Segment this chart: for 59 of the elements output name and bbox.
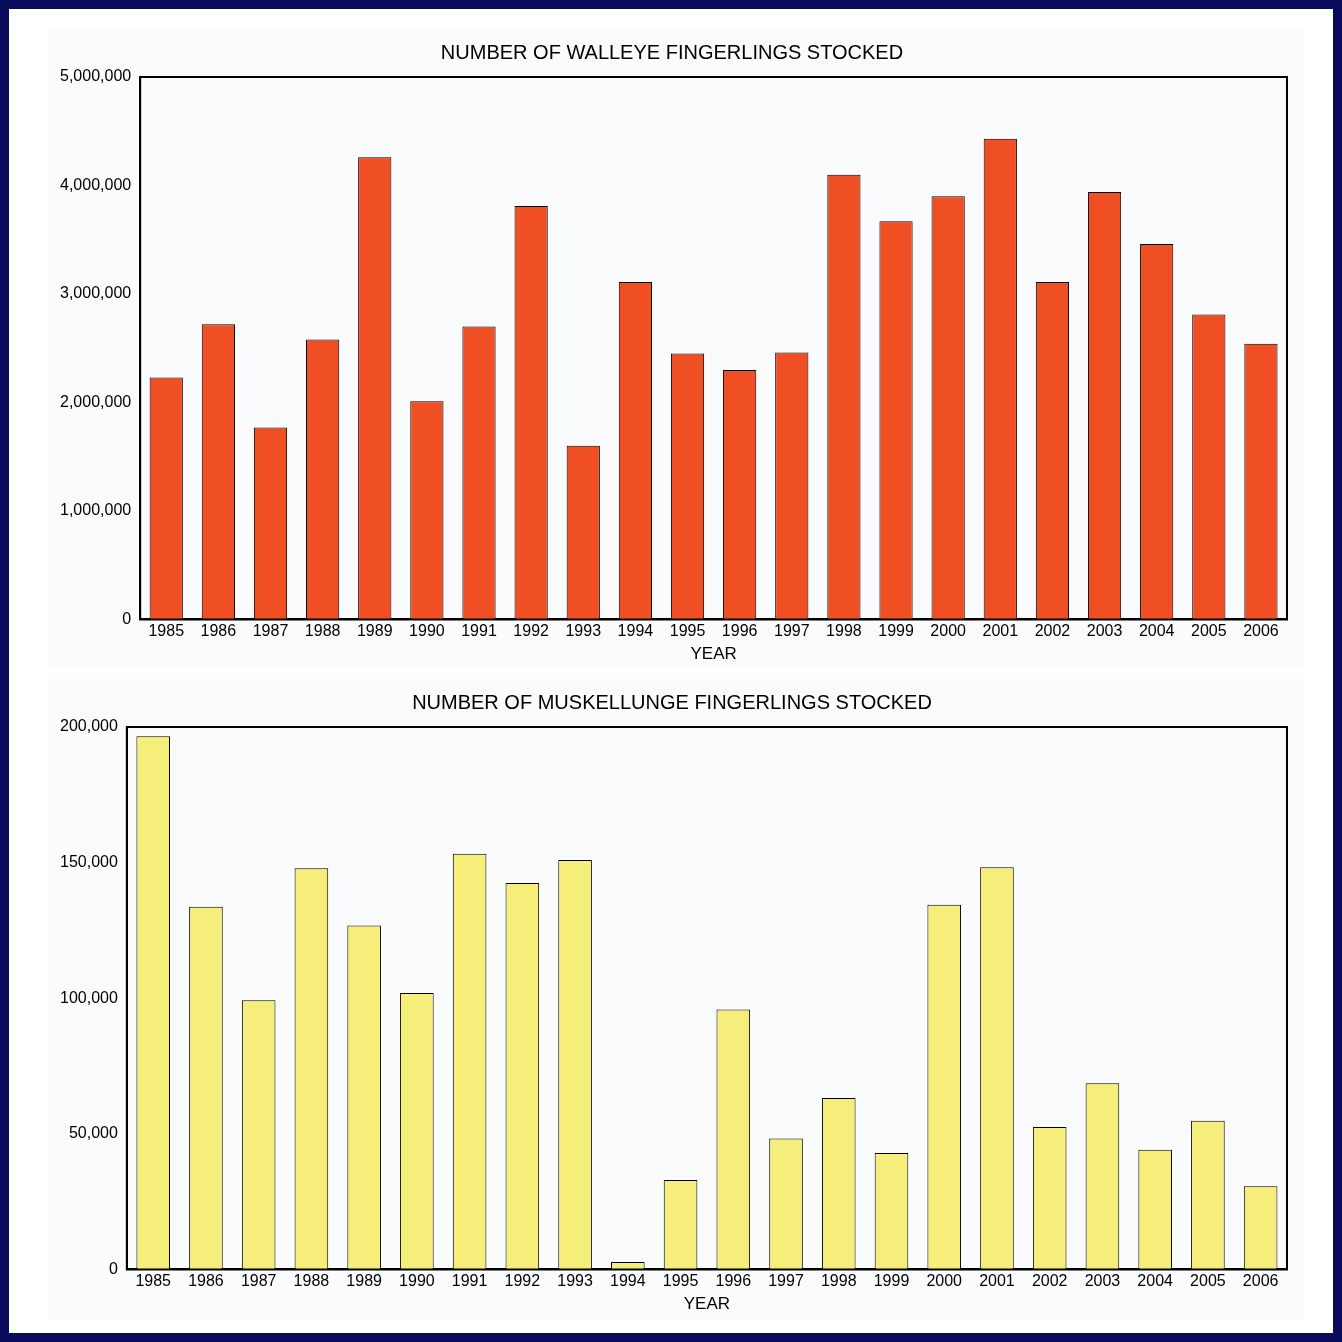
x-tick-label: 1994 xyxy=(617,622,654,640)
x-tick-label: 1989 xyxy=(356,622,393,640)
x-tick-label: 1990 xyxy=(399,1272,435,1290)
x-axis-title: YEAR xyxy=(683,1294,731,1314)
x-tick-label: 1992 xyxy=(513,622,550,640)
x-tick-label: 1985 xyxy=(135,1272,172,1290)
x-tick-label: 1995 xyxy=(662,1272,699,1290)
x-tick-label: 1991 xyxy=(451,1272,488,1290)
chart-title: NUMBER OF WALLEYE FINGERLINGS STOCKED xyxy=(440,40,904,63)
y-tick-label: 1,000,000 xyxy=(59,501,132,519)
x-tick-label: 2003 xyxy=(1086,622,1123,640)
y-tick-label: 50,000 xyxy=(68,1124,118,1142)
x-tick-label: 1987 xyxy=(252,622,289,640)
y-tick-label: 150,000 xyxy=(59,853,118,871)
x-tick-label: 2001 xyxy=(979,1272,1015,1290)
x-tick-label: 1998 xyxy=(826,622,862,640)
x-tick-label: 1987 xyxy=(240,1272,277,1290)
x-tick-label: 2005 xyxy=(1190,1272,1226,1290)
x-tick-label: 1989 xyxy=(346,1272,383,1290)
x-tick-label: 1999 xyxy=(873,1272,910,1290)
y-tick-label: 3,000,000 xyxy=(59,284,132,302)
x-axis-title: YEAR xyxy=(690,644,737,664)
x-tick-label: 1991 xyxy=(461,622,497,640)
y-tick-label: 0 xyxy=(122,609,132,627)
x-tick-label: 1993 xyxy=(557,1272,593,1290)
x-tick-label: 1985 xyxy=(148,622,185,640)
x-tick-label: 1986 xyxy=(188,1272,224,1290)
x-tick-label: 2006 xyxy=(1242,1272,1279,1290)
y-tick-label: 2,000,000 xyxy=(59,392,132,410)
x-tick-label: 1994 xyxy=(610,1272,646,1290)
x-tick-label: 1993 xyxy=(565,622,602,640)
chart-title: NUMBER OF MUSKELLUNGE FINGERLINGS STOCKED xyxy=(412,690,932,713)
x-tick-label: 2003 xyxy=(1084,1272,1121,1290)
x-tick-label: 1995 xyxy=(669,622,706,640)
x-tick-label: 1988 xyxy=(304,622,341,640)
x-tick-label: 2004 xyxy=(1138,622,1175,640)
x-tick-label: 2000 xyxy=(930,622,967,640)
x-tick-label: 1997 xyxy=(773,622,810,640)
x-tick-label: 2006 xyxy=(1243,622,1279,640)
x-tick-label: 2002 xyxy=(1034,622,1071,640)
x-tick-label: 1996 xyxy=(715,1272,752,1290)
y-tick-label: 200,000 xyxy=(59,717,118,735)
y-tick-label: 0 xyxy=(108,1259,118,1277)
y-tick-label: 4,000,000 xyxy=(59,175,132,193)
x-tick-label: 1998 xyxy=(820,1272,857,1290)
x-tick-label: 1990 xyxy=(409,622,445,640)
x-tick-label: 1999 xyxy=(878,622,914,640)
x-tick-label: 2002 xyxy=(1031,1272,1068,1290)
x-tick-label: 1997 xyxy=(768,1272,804,1290)
x-tick-label: 1992 xyxy=(504,1272,541,1290)
x-tick-label: 2004 xyxy=(1137,1272,1174,1290)
y-tick-label: 5,000,000 xyxy=(59,67,132,85)
x-tick-label: 2005 xyxy=(1191,622,1227,640)
x-tick-label: 1996 xyxy=(721,622,758,640)
x-tick-label: 1988 xyxy=(293,1272,330,1290)
x-tick-label: 2000 xyxy=(926,1272,963,1290)
y-tick-label: 100,000 xyxy=(59,988,118,1006)
x-tick-label: 2001 xyxy=(982,622,1019,640)
x-tick-label: 1986 xyxy=(200,622,237,640)
